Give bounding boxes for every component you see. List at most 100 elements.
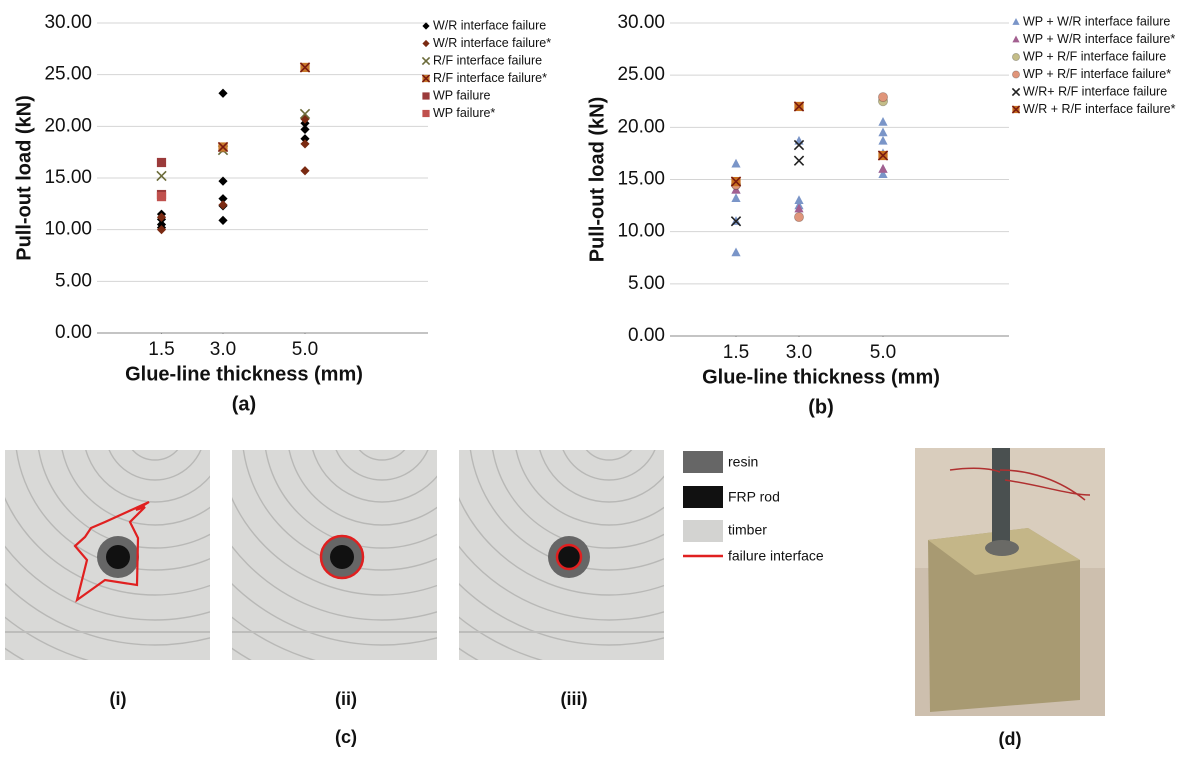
marker-shape [422, 92, 430, 100]
y-axis-title: Pull-out load (kN) [586, 97, 608, 263]
x-tick-label: 3.0 [786, 342, 812, 363]
marker-shape [878, 117, 888, 126]
point [730, 176, 742, 187]
marker-shape [300, 134, 310, 144]
y-tick-label: 25.00 [44, 64, 92, 85]
marker-shape [878, 92, 889, 103]
marker-shape [794, 203, 804, 213]
marker-shape [794, 212, 805, 223]
point [731, 158, 741, 168]
x-tick-label: 3.0 [210, 339, 236, 360]
point [300, 139, 310, 149]
legend-label: W/R + R/F interface failure* [1023, 102, 1176, 116]
y-tick-label: 15.00 [44, 167, 92, 188]
point [300, 124, 310, 135]
legend-label: FRP rod [728, 489, 780, 505]
point [299, 108, 311, 120]
panel-label: (c) [335, 727, 357, 747]
panel-label: (b) [808, 396, 834, 418]
marker-shape [1012, 70, 1021, 79]
marker-shape [218, 88, 228, 98]
x-tick-label: 1.5 [723, 342, 749, 363]
point [300, 166, 310, 176]
y-axis-title: Pull-out load (kN) [13, 95, 35, 261]
scatter-chart: 0.00 5.00 10.00 15.00 20.00 25.00 30.00 1.5 3.0 5… [13, 12, 551, 415]
legend-marker [1011, 105, 1021, 114]
legend-label: W/R interface failure [433, 18, 546, 32]
y-tick-label: 30.00 [44, 12, 92, 33]
legend-marker [422, 92, 430, 100]
y-tick-label: 10.00 [617, 221, 665, 242]
marker-shape [731, 247, 741, 257]
legend-marker [1012, 35, 1020, 43]
point [218, 215, 228, 225]
point [730, 216, 742, 227]
timber-image [344, 165, 874, 695]
legend-label: WP failure* [433, 106, 495, 120]
legend-marker [1012, 18, 1020, 25]
marker-shape [1011, 87, 1021, 97]
legend-marker [422, 39, 430, 48]
marker-shape [877, 150, 889, 161]
point [793, 101, 805, 112]
marker-shape [878, 127, 888, 137]
marker-shape [156, 225, 167, 235]
marker-shape [793, 101, 805, 112]
marker-shape [794, 195, 804, 205]
legend-swatch [683, 486, 723, 508]
marker-shape [421, 74, 431, 83]
y-tick-label: 5.00 [628, 273, 665, 294]
marker-shape [793, 139, 805, 151]
x-tick-label: 5.0 [292, 339, 318, 360]
legend-marker [421, 56, 431, 66]
legend-swatch [683, 520, 723, 542]
point [156, 157, 167, 168]
marker-shape [156, 192, 167, 202]
point [794, 203, 804, 213]
marker-shape [299, 62, 311, 73]
sub-label: (iii) [561, 689, 588, 709]
y-tick-label: 0.00 [628, 325, 665, 346]
legend-label: W/R+ R/F interface failure [1023, 84, 1167, 98]
x-axis-title: Glue-line thickness (mm) [125, 363, 363, 385]
marker-shape [300, 139, 310, 149]
point [878, 127, 888, 137]
legend-label: W/R interface failure* [433, 36, 551, 50]
marker-shape [1012, 18, 1020, 25]
marker-shape [1012, 35, 1020, 43]
marker-shape [218, 200, 228, 210]
sub-label: (ii) [335, 689, 357, 709]
point [217, 141, 229, 153]
specimen-photo [915, 448, 1105, 716]
point [156, 225, 167, 235]
point [218, 176, 228, 186]
y-tick-label: 15.00 [617, 169, 665, 190]
x-axis-title: Glue-line thickness (mm) [702, 366, 940, 388]
y-tick-label: 5.00 [55, 270, 92, 291]
marker-shape [731, 158, 741, 168]
marker-shape [422, 109, 430, 118]
legend-label: WP + R/F interface failure* [1023, 67, 1171, 81]
point [794, 135, 804, 145]
legend-label: R/F interface failure* [433, 71, 547, 85]
sub-label: (i) [110, 689, 127, 709]
marker-shape [156, 157, 167, 168]
point [300, 134, 310, 144]
point [878, 117, 888, 126]
point [877, 150, 889, 161]
point [794, 212, 805, 223]
point [794, 195, 804, 205]
scatter-chart: 0.00 5.00 10.00 15.00 20.00 25.00 30.00 1.5 3.0 5… [586, 12, 1175, 418]
x-tick-label: 5.0 [870, 342, 896, 363]
marker-shape [1011, 105, 1021, 114]
point [156, 170, 167, 182]
legend-marker [422, 22, 430, 30]
point [218, 194, 228, 204]
point [218, 88, 228, 98]
point [878, 164, 888, 173]
legend-label: R/F interface failure [433, 53, 542, 67]
marker-shape [300, 166, 310, 176]
point [156, 192, 167, 202]
marker-shape [156, 212, 167, 222]
point [731, 247, 741, 257]
